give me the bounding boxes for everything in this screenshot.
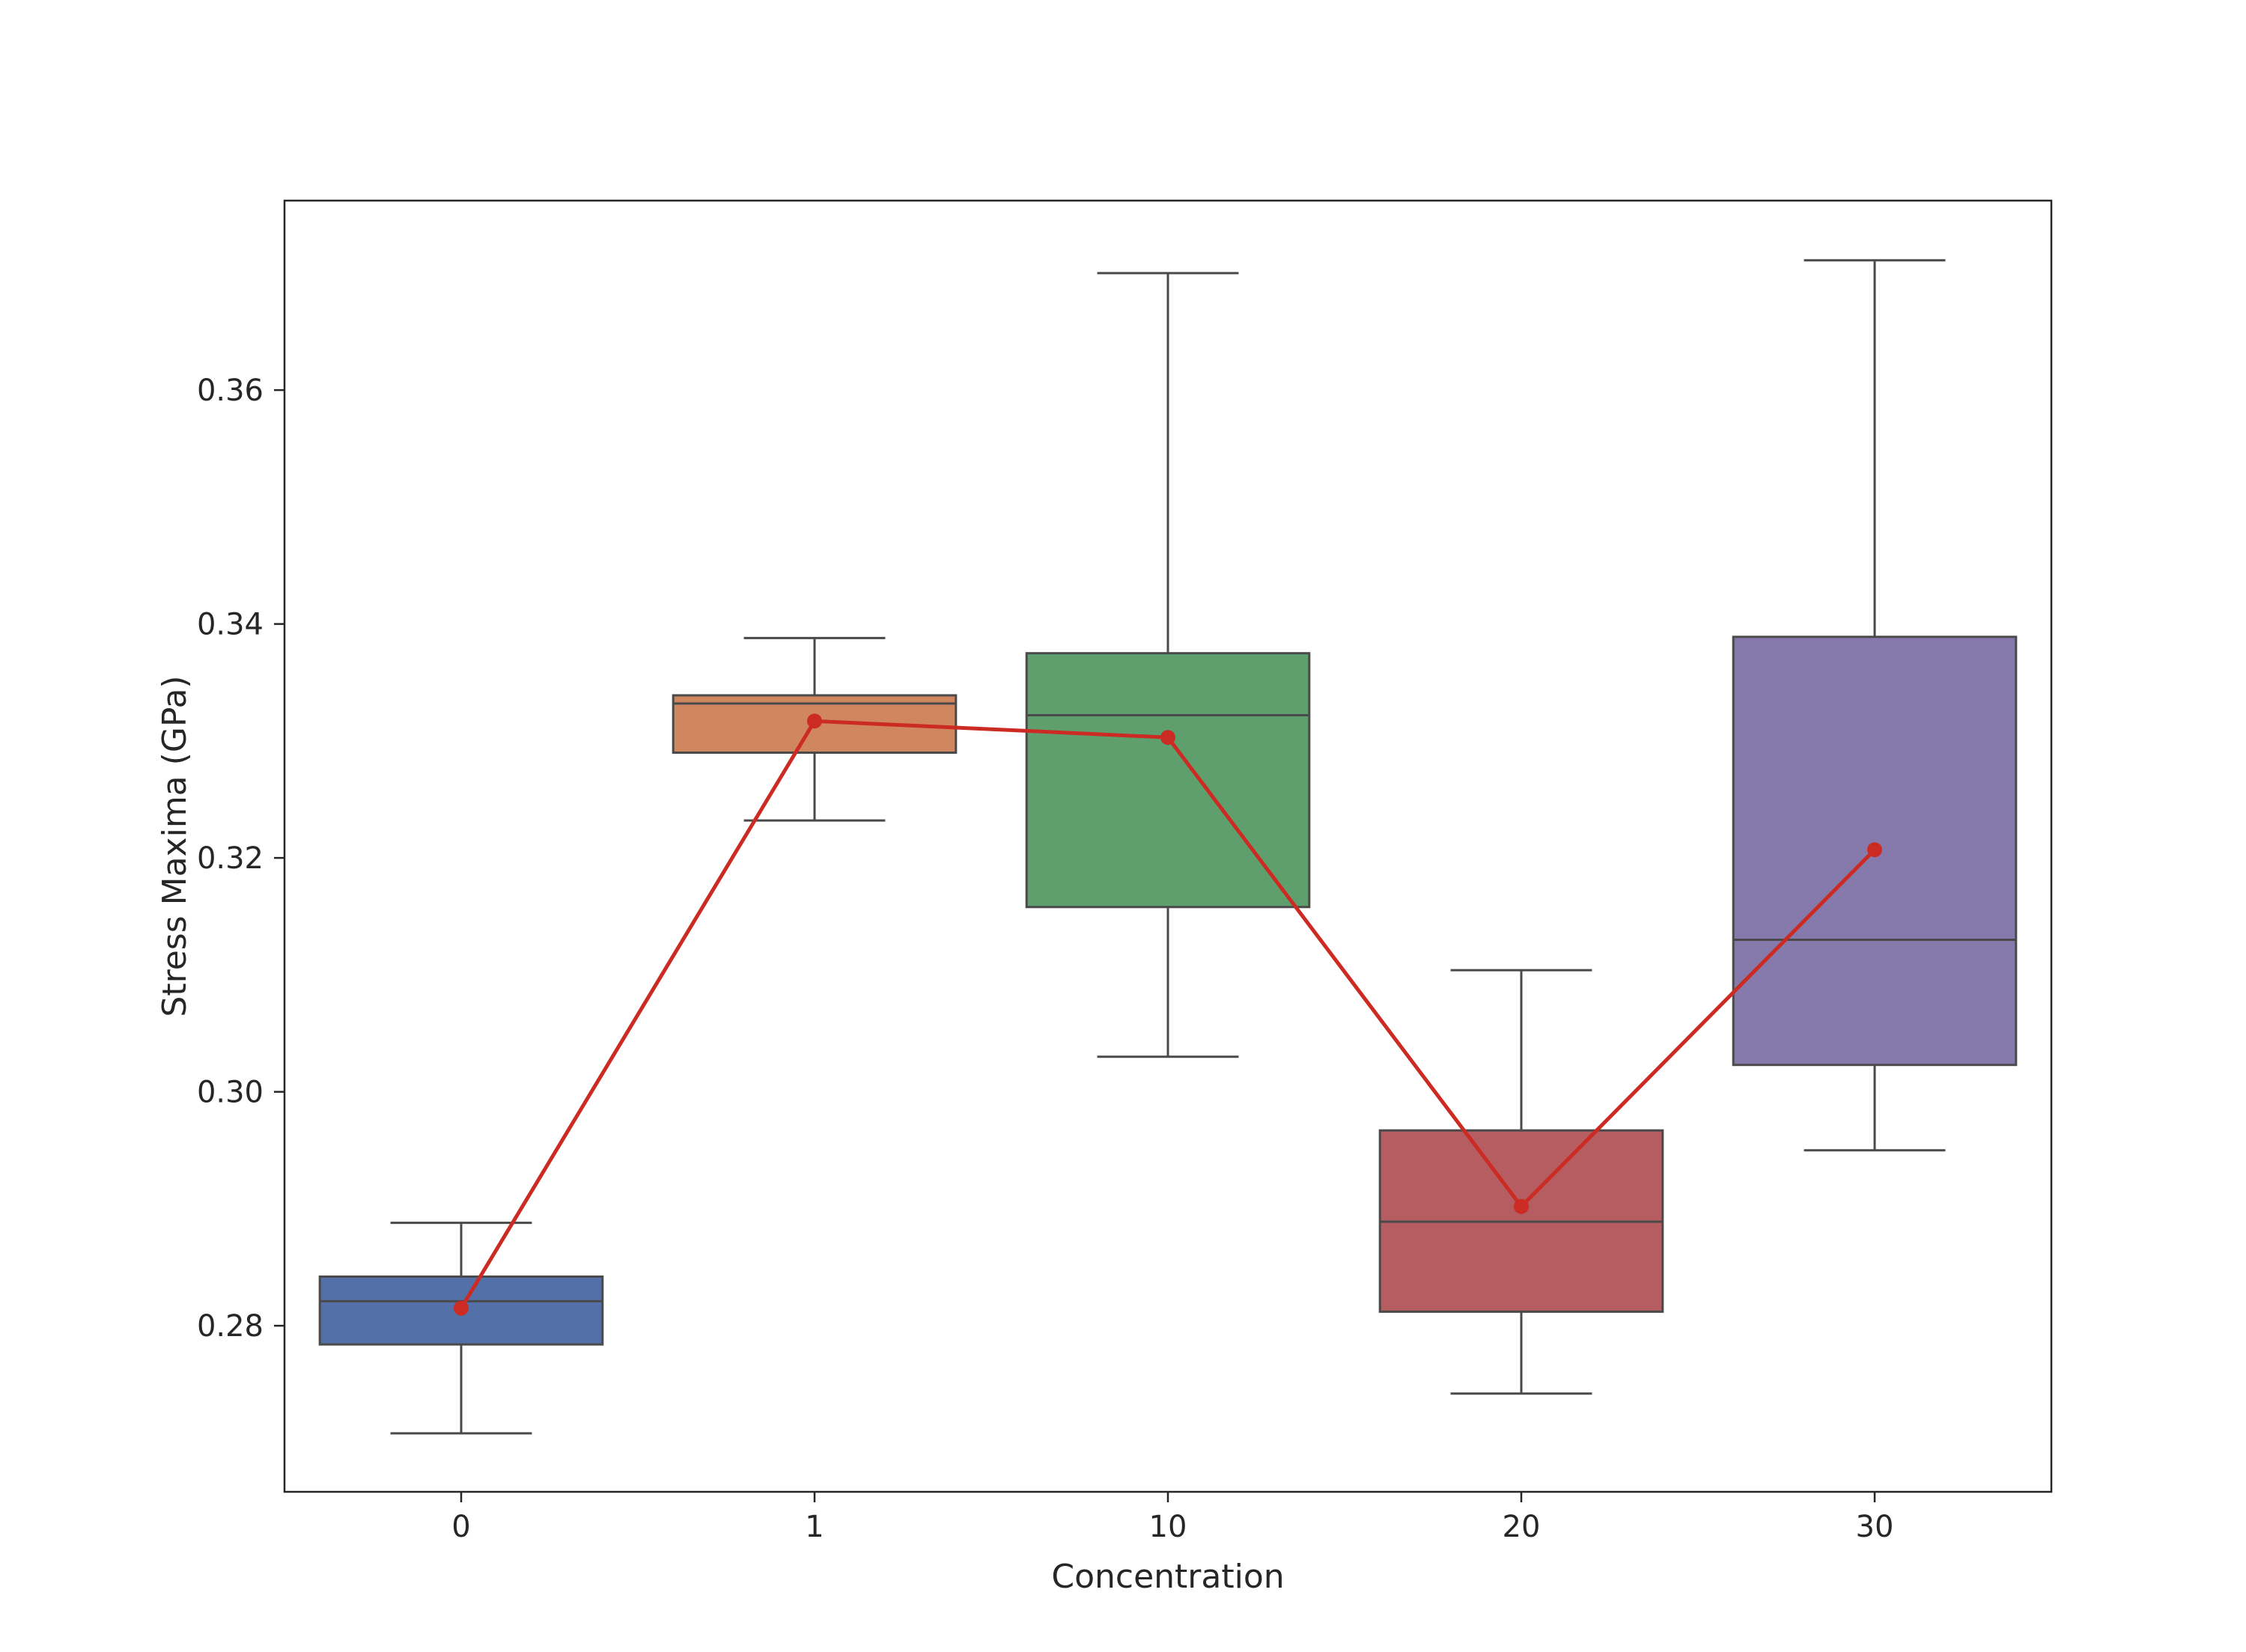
y-axis-title: Stress Maxima (GPa) xyxy=(156,675,194,1017)
box-0 xyxy=(318,1222,604,1435)
x-tick-label: 30 xyxy=(1856,1510,1894,1544)
x-tick-label: 20 xyxy=(1503,1510,1541,1544)
x-axis-title: Concentration xyxy=(1051,1558,1284,1596)
series-point-0 xyxy=(454,1300,469,1316)
series-point-1 xyxy=(807,713,822,729)
series-point-30 xyxy=(1867,842,1882,858)
box-20 xyxy=(1378,969,1664,1395)
y-tick-label: 0.36 xyxy=(197,374,264,408)
ticks-layer: 0 1 10 20 30 0.28 0.30 0.32 0.34 0.36 xyxy=(197,374,1894,1544)
boxes-layer xyxy=(318,259,2018,1435)
box-1 xyxy=(672,636,958,822)
x-tick-label: 0 xyxy=(451,1510,470,1544)
series-point-10 xyxy=(1160,730,1175,746)
y-tick-label: 0.28 xyxy=(197,1309,264,1344)
box-10 xyxy=(1025,272,1311,1058)
series-point-20 xyxy=(1514,1198,1529,1214)
x-tick-label: 10 xyxy=(1149,1510,1187,1544)
box-30 xyxy=(1732,259,2018,1152)
y-tick-label: 0.34 xyxy=(197,608,264,642)
mean-line-layer xyxy=(454,713,1882,1316)
y-tick-label: 0.30 xyxy=(197,1076,264,1110)
x-tick-label: 1 xyxy=(805,1510,824,1544)
y-tick-label: 0.32 xyxy=(197,841,264,876)
